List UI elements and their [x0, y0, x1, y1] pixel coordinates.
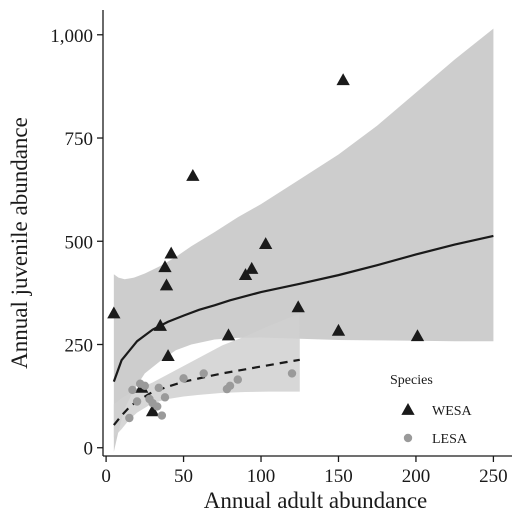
- x-axis-ticks: 0 50 100 150 200 250: [101, 456, 508, 487]
- fit-line-wesa: [112, 234, 494, 383]
- data-point-wesa: [259, 237, 273, 250]
- data-point-wesa: [158, 260, 172, 273]
- data-point-wesa: [331, 323, 346, 336]
- legend-label-wesa: WESA: [432, 404, 473, 419]
- data-point-wesa: [145, 404, 160, 417]
- legend-entries: WESA LESA: [401, 403, 473, 447]
- data-point-lesa: [287, 369, 297, 378]
- confidence-ribbons: [113, 28, 494, 452]
- legend-label-lesa: LESA: [432, 432, 468, 447]
- legend: Species WESA LESA: [390, 373, 473, 447]
- data-point-wesa: [336, 73, 350, 86]
- data-point-wesa: [245, 261, 259, 274]
- y-tick-label: 0: [84, 439, 94, 460]
- data-point-lesa: [132, 397, 142, 406]
- x-tick-label: 100: [247, 466, 276, 487]
- data-point-lesa: [154, 383, 163, 393]
- data-point-lesa: [128, 385, 137, 395]
- data-point-lesa: [125, 413, 134, 423]
- y-tick-label: 750: [65, 129, 94, 150]
- axes: [102, 10, 512, 457]
- y-tick-label: 1,000: [50, 26, 93, 47]
- legend-key-lesa: [403, 433, 413, 443]
- x-tick-label: 150: [324, 466, 353, 487]
- x-tick-label: 0: [101, 466, 111, 487]
- data-point-lesa: [225, 381, 235, 390]
- y-axis-title: Annual juvenile abundance: [7, 117, 32, 369]
- x-tick-label: 200: [402, 466, 431, 487]
- data-point-wesa: [161, 349, 175, 361]
- data-point-wesa: [164, 246, 178, 259]
- data-point-lesa: [160, 393, 170, 402]
- data-point-lesa: [179, 374, 188, 383]
- data-point-lesa: [157, 411, 167, 420]
- data-point-lesa: [140, 381, 150, 390]
- data-point-wesa: [221, 328, 236, 341]
- data-point-wesa: [238, 268, 253, 281]
- data-point-wesa: [186, 169, 200, 181]
- confidence-ribbon-wesa: [113, 28, 494, 452]
- data-point-wesa: [291, 300, 305, 313]
- data-point-wesa: [153, 318, 167, 331]
- data-point-wesa: [159, 278, 174, 291]
- fit-lines: [112, 234, 494, 426]
- x-tick-label: 50: [174, 466, 193, 487]
- data-point-lesa: [199, 369, 208, 378]
- data-point-lesa: [153, 402, 162, 411]
- legend-key-wesa: [401, 403, 415, 415]
- fit-line-lesa: [112, 358, 300, 426]
- x-axis-title: Annual adult abundance: [204, 488, 428, 513]
- y-axis-ticks: 0 250 500 750 1,000: [50, 26, 103, 460]
- y-tick-label: 500: [65, 232, 94, 253]
- x-tick-label: 250: [479, 466, 508, 487]
- legend-title: Species: [390, 373, 433, 388]
- data-point-lesa: [233, 375, 242, 384]
- data-point-wesa: [410, 329, 425, 342]
- data-points: [107, 73, 425, 423]
- data-point-wesa: [107, 306, 121, 319]
- y-tick-label: 250: [65, 336, 94, 357]
